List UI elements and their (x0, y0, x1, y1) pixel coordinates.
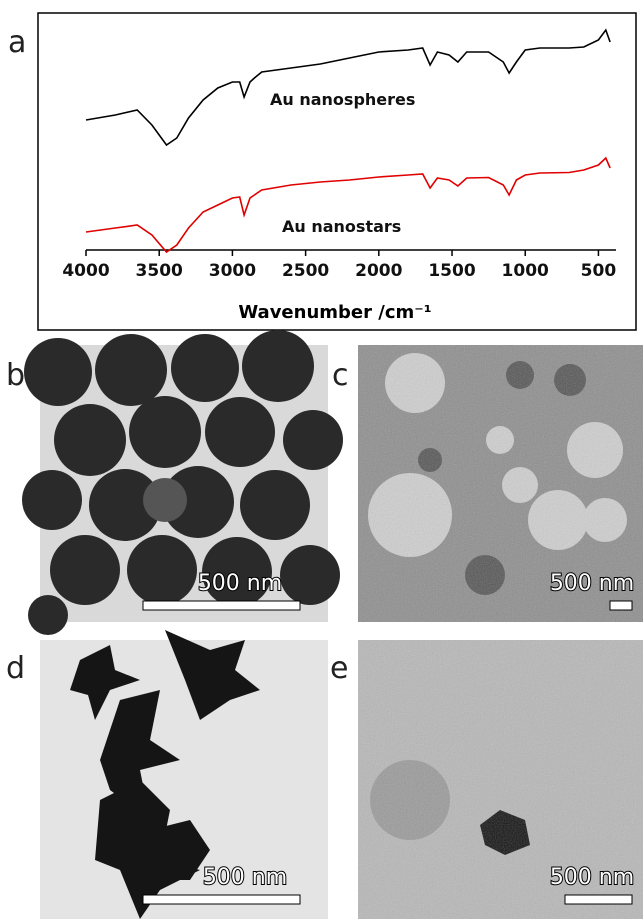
x-axis-label: Wavenumber /cm⁻¹ (238, 302, 431, 323)
scale-bar-label: 500 nm (550, 865, 634, 890)
x-tick-label: 3500 (136, 261, 183, 281)
spectrum-line (86, 30, 610, 145)
scale-bar-label: 500 nm (198, 571, 282, 596)
x-tick-label: 1500 (428, 261, 475, 281)
x-tick-label: 2500 (282, 261, 329, 281)
x-tick-label: 2000 (355, 261, 402, 281)
panel-label: b (6, 358, 25, 393)
spectrum-line (86, 158, 610, 252)
x-tick-label: 3000 (209, 261, 256, 281)
panel-label: d (6, 651, 25, 686)
series-label: Au nanospheres (270, 90, 415, 109)
scale-bar-label: 500 nm (550, 571, 634, 596)
series-label: Au nanostars (282, 217, 401, 236)
figure: 4000 3500 3000 2500 2000 1500 1000 500 Au nanosp… (0, 0, 643, 919)
x-tick-label: 500 (581, 261, 617, 281)
tem-image (22, 330, 343, 635)
x-tick-label: 1000 (502, 261, 549, 281)
x-tick-label: 4000 (62, 261, 109, 281)
panel-label: c (332, 358, 349, 393)
panel-label: e (330, 651, 348, 686)
plot-area: 4000 3500 3000 2500 2000 1500 1000 500 Au nanosp… (62, 30, 616, 281)
panel-label: a (8, 25, 26, 60)
scale-bar-label: 500 nm (203, 865, 287, 890)
